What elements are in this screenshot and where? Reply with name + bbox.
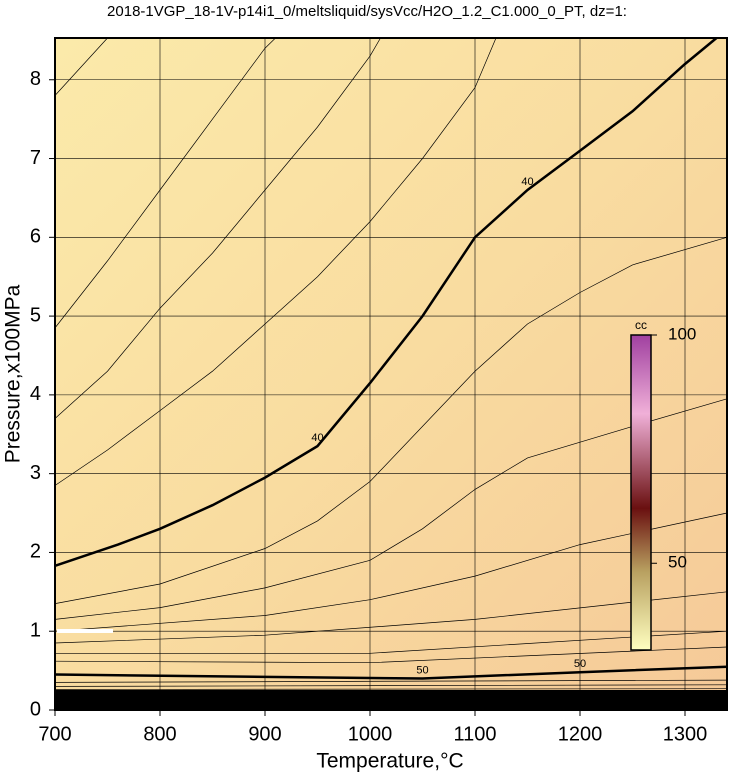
contour-line [54,37,108,96]
y-tick-label: 6 [30,226,41,248]
contour-line [54,591,728,644]
y-tick-label: 5 [30,304,41,326]
x-tick-label: 1000 [348,723,393,745]
x-tick-label: 800 [143,723,176,745]
contour-line [54,646,728,664]
contour-line [54,37,381,419]
plot-background [55,38,727,710]
x-tick-label: 700 [38,723,71,745]
x-tick-label: 900 [248,723,281,745]
x-tick-label: 1200 [558,723,603,745]
contour-line [54,37,497,486]
contour-line [54,398,728,620]
contour-line [55,630,728,654]
y-tick-label: 4 [30,383,41,405]
y-tick-label: 1 [30,620,41,642]
contour-line [54,679,728,683]
y-tick-label: 8 [30,68,41,90]
y-axis-label: Pressure,x100MPa [2,284,25,463]
contour-label: 50 [574,658,586,670]
contour-line [54,236,728,604]
contour-line [54,37,718,567]
y-tick-label: 7 [30,147,41,169]
contour-line [54,665,728,680]
x-tick-label: 1300 [663,723,708,745]
contour-line [54,37,276,329]
contour-line [54,688,728,690]
contour-line [54,512,728,632]
colorbar-tick-label: 100 [668,324,696,343]
contour-label: 40 [521,176,533,188]
x-tick-label: 1100 [453,723,496,745]
y-tick-label: 2 [30,541,41,563]
contour-label: 50 [416,664,428,676]
plot-frame [54,37,728,711]
y-tick-label: 3 [30,462,41,484]
colorbar-tick-label: 50 [668,553,687,572]
colorbar [630,334,652,651]
contour-line [54,684,728,687]
x-axis-label: Temperature,°C [316,750,463,773]
chart-title: 2018-1VGP_18-1V-p14i1_0/meltsliquid/sysV… [107,3,627,20]
contour-label: 40 [311,432,323,444]
dense-contours [55,690,727,710]
colorbar-label: cc [635,318,647,332]
y-tick-label: 0 [30,698,41,720]
